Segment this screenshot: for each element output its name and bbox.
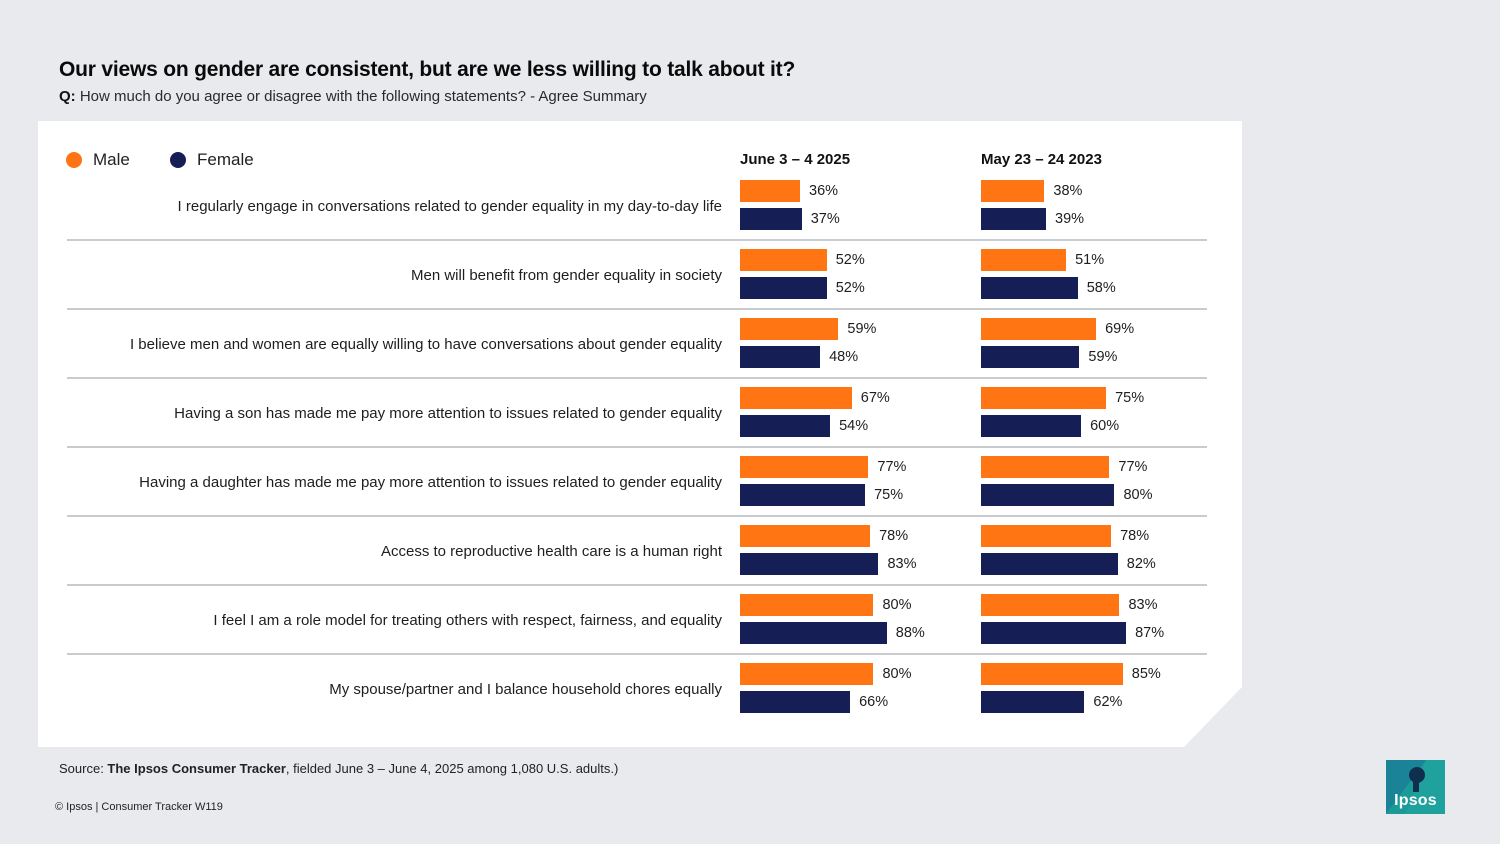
source-rest: , fielded June 3 – June 4, 2025 among 1,… <box>285 761 619 776</box>
legend-item-female: Female <box>170 150 254 170</box>
bar-value-label: 77% <box>1118 459 1148 475</box>
bar-value-label: 83% <box>1128 597 1158 613</box>
bar-value-label: 80% <box>882 597 912 613</box>
row-divider <box>67 377 1207 379</box>
ipsos-logo: Ipsos <box>1386 760 1445 814</box>
row-divider <box>67 515 1207 517</box>
bar-value-label: 67% <box>860 390 890 406</box>
bar-value-label: 59% <box>847 321 877 337</box>
bar-value-label: 78% <box>1120 528 1150 544</box>
bar-female-2023 <box>981 346 1080 368</box>
row-label: Access to reproductive health care is a … <box>380 543 722 560</box>
row-label: Having a son has made me pay more attent… <box>174 405 722 422</box>
column-header-2023: May 23 – 24 2023 <box>981 151 1102 168</box>
bar-female-2025 <box>740 277 827 299</box>
bar-value-label: 59% <box>1088 349 1118 365</box>
page-title: Our views on gender are consistent, but … <box>59 58 796 81</box>
row-divider <box>67 653 1207 655</box>
bar-value-label: 62% <box>1093 694 1123 710</box>
bar-value-label: 88% <box>895 625 925 641</box>
legend-item-male: Male <box>66 150 130 170</box>
bar-value-label: 54% <box>839 418 869 434</box>
row-label: I feel I am a role model for treating ot… <box>213 612 722 629</box>
row-divider <box>67 239 1207 241</box>
bar-male-2023 <box>981 594 1120 616</box>
bar-value-label: 39% <box>1055 211 1085 227</box>
bar-male-2025 <box>740 663 874 685</box>
bar-female-2025 <box>740 208 802 230</box>
row-label: I believe men and women are equally will… <box>129 336 722 353</box>
bar-male-2023 <box>981 318 1097 340</box>
bar-male-2023 <box>981 663 1123 685</box>
bar-female-2023 <box>981 691 1085 713</box>
logo-text: Ipsos <box>1394 792 1437 809</box>
bar-female-2023 <box>981 553 1118 575</box>
bar-male-2023 <box>981 525 1112 547</box>
bar-male-2025 <box>740 594 874 616</box>
question-text: Q: How much do you agree or disagree wit… <box>59 88 647 105</box>
legend-dot-female-icon <box>170 152 186 168</box>
bar-value-label: 36% <box>809 183 839 199</box>
bar-male-2025 <box>740 318 839 340</box>
row-label: Men will benefit from gender equality in… <box>411 267 722 284</box>
row-label: I regularly engage in conversations rela… <box>177 198 722 215</box>
bar-male-2023 <box>981 456 1110 478</box>
bar-female-2025 <box>740 553 879 575</box>
row-divider <box>67 308 1207 310</box>
bar-value-label: 48% <box>829 349 859 365</box>
bar-female-2025 <box>740 691 851 713</box>
bar-value-label: 69% <box>1105 321 1135 337</box>
row-divider <box>67 584 1207 586</box>
bar-female-2025 <box>740 484 866 506</box>
legend-label-male: Male <box>93 150 130 169</box>
bar-male-2025 <box>740 387 852 409</box>
bar-value-label: 85% <box>1131 666 1161 682</box>
ipsos-logo-icon <box>1386 760 1445 814</box>
bar-female-2025 <box>740 346 821 368</box>
bar-value-label: 80% <box>882 666 912 682</box>
bar-value-label: 38% <box>1053 183 1083 199</box>
bar-value-label: 87% <box>1135 625 1165 641</box>
bar-value-label: 52% <box>835 252 865 268</box>
source-note: Source: The Ipsos Consumer Tracker, fiel… <box>59 761 618 776</box>
bar-male-2023 <box>981 387 1107 409</box>
bar-male-2023 <box>981 180 1045 202</box>
bar-value-label: 60% <box>1090 418 1120 434</box>
bar-female-2023 <box>981 622 1127 644</box>
bar-male-2025 <box>740 456 869 478</box>
bar-male-2025 <box>740 525 871 547</box>
copyright-note: © Ipsos | Consumer Tracker W119 <box>55 801 223 813</box>
bar-value-label: 75% <box>874 487 904 503</box>
bar-female-2023 <box>981 277 1078 299</box>
row-label: My spouse/partner and I balance househol… <box>329 681 722 698</box>
bar-female-2023 <box>981 415 1082 437</box>
bar-value-label: 51% <box>1075 252 1105 268</box>
bar-male-2025 <box>740 180 801 202</box>
row-label: Having a daughter has made me pay more a… <box>139 474 722 491</box>
row-divider <box>67 446 1207 448</box>
bar-male-2025 <box>740 249 827 271</box>
bar-male-2023 <box>981 249 1067 271</box>
bar-value-label: 37% <box>810 211 840 227</box>
bar-value-label: 66% <box>859 694 889 710</box>
bar-value-label: 52% <box>835 280 865 296</box>
bar-value-label: 75% <box>1115 390 1145 406</box>
bar-female-2025 <box>740 622 887 644</box>
source-prefix: Source: <box>59 761 108 776</box>
bar-female-2023 <box>981 484 1115 506</box>
legend-dot-male-icon <box>66 152 82 168</box>
bar-value-label: 77% <box>877 459 907 475</box>
bar-value-label: 58% <box>1086 280 1116 296</box>
bar-value-label: 83% <box>887 556 917 572</box>
question-prefix: Q: <box>59 88 76 105</box>
bar-value-label: 82% <box>1126 556 1156 572</box>
bar-female-2025 <box>740 415 831 437</box>
bar-value-label: 80% <box>1123 487 1153 503</box>
column-header-2025: June 3 – 4 2025 <box>740 151 851 168</box>
question-body: How much do you agree or disagree with t… <box>79 88 647 105</box>
bar-female-2023 <box>981 208 1047 230</box>
bar-value-label: 78% <box>879 528 909 544</box>
source-bold: The Ipsos Consumer Tracker <box>107 761 286 776</box>
legend-label-female: Female <box>197 150 254 169</box>
